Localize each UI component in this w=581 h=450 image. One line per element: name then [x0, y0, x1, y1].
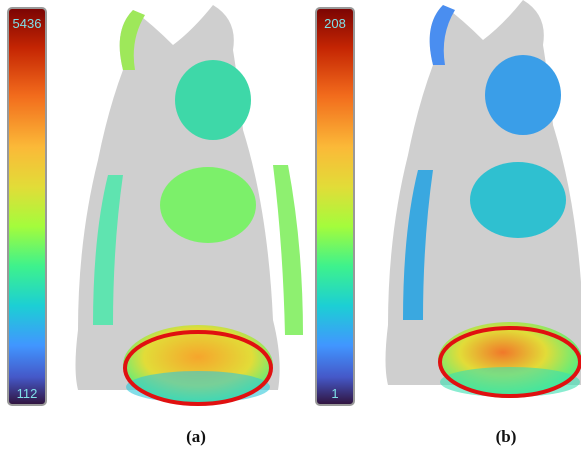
colorbar — [315, 7, 355, 406]
colorbar-min: 1 — [331, 386, 338, 401]
colorbar-max: 5436 — [13, 16, 42, 31]
colorbar — [7, 7, 47, 406]
statue-render — [75, 5, 303, 405]
caption: (a) — [186, 427, 206, 446]
panel-b: 208 1 (b) — [315, 0, 581, 446]
statue-render — [385, 0, 581, 398]
highlight-ellipse — [123, 330, 273, 406]
caption: (b) — [496, 427, 517, 446]
highlight-ellipse — [438, 326, 581, 398]
panel-a: 5436 112 (a) — [7, 5, 303, 446]
colorbar-min: 112 — [17, 386, 38, 401]
colorbar-max: 208 — [324, 16, 346, 31]
